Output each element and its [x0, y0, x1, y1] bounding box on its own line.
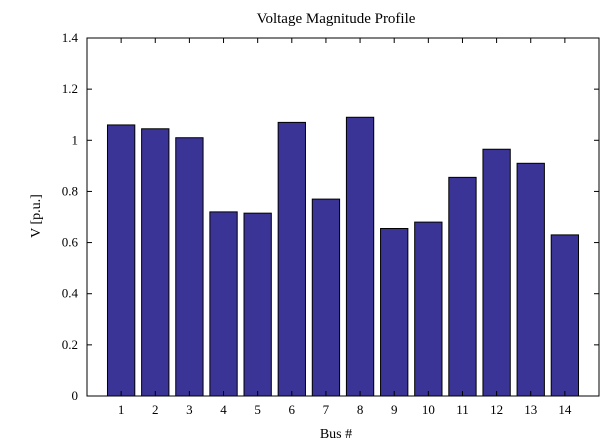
bar-bus-4: [209, 211, 238, 397]
chart-title: Voltage Magnitude Profile: [257, 11, 416, 27]
x-tick-label: 1: [118, 402, 125, 417]
bar-bus-6: [277, 121, 306, 397]
y-tick-label: 0.2: [62, 337, 78, 352]
x-tick-label: 2: [152, 402, 159, 417]
x-tick-label: 3: [186, 402, 193, 417]
x-tick-label: 7: [323, 402, 330, 417]
bar-bus-5: [243, 212, 272, 397]
x-tick-label: 8: [357, 402, 364, 417]
x-tick-label: 12: [490, 402, 503, 417]
bar-bus-9: [380, 228, 409, 397]
x-tick-label: 14: [558, 402, 572, 417]
bar-bus-12: [482, 148, 511, 397]
x-tick-label: 13: [524, 402, 537, 417]
y-tick-label: 0.6: [62, 235, 79, 250]
bar-bus-8: [345, 116, 375, 397]
bar-bus-7: [311, 198, 341, 397]
y-tick-label: 1.2: [62, 81, 78, 96]
x-tick-label: 6: [289, 402, 296, 417]
y-tick-label: 0.4: [62, 286, 79, 301]
y-axis-label: V [p.u.]: [29, 194, 44, 238]
bar-bus-11: [448, 176, 477, 397]
bar-bus-10: [414, 221, 443, 397]
plot-frame: [86, 37, 600, 397]
y-tick-label: 1.4: [62, 30, 79, 45]
plot-area: [106, 116, 580, 397]
x-tick-label: 10: [422, 402, 435, 417]
x-tick-label: 4: [220, 402, 227, 417]
y-tick-label: 0.8: [62, 183, 78, 198]
bar-bus-14: [550, 234, 580, 397]
x-tick-label: 11: [456, 402, 469, 417]
bar-bus-1: [106, 124, 136, 397]
x-axis-label: Bus #: [320, 427, 352, 442]
bar-bus-13: [516, 162, 545, 397]
bar-bus-2: [141, 128, 170, 397]
y-tick-label: 1: [72, 132, 79, 147]
x-tick-label: 5: [254, 402, 261, 417]
y-tick-label: 0: [72, 388, 79, 403]
x-tick-label: 9: [391, 402, 398, 417]
bar-bus-3: [175, 137, 204, 397]
